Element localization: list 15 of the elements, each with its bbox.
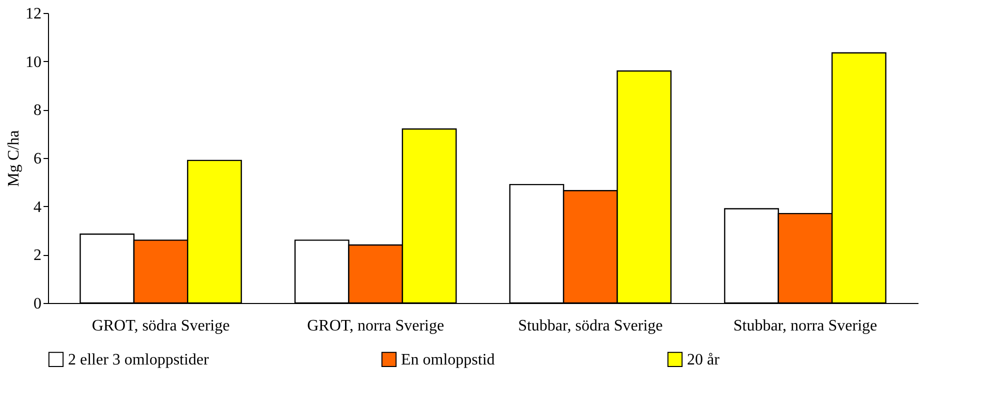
y-tick-label: 2 — [34, 247, 42, 264]
legend-label: 2 eller 3 omloppstider — [68, 351, 210, 368]
y-tick-label: 4 — [34, 198, 42, 216]
y-tick-label: 6 — [34, 150, 42, 168]
y-tick-label: 8 — [34, 102, 42, 120]
x-tick-label: GROT, södra Sverige — [92, 318, 230, 334]
legend-label: 20 år — [687, 351, 720, 368]
y-tick-label: 12 — [26, 6, 42, 22]
x-tick-label: Stubbar, södra Sverige — [518, 318, 663, 334]
y-axis-title: Mg C/ha — [6, 130, 22, 187]
y-tick-label: 10 — [26, 54, 42, 71]
y-tick-label: 0 — [34, 296, 42, 312]
x-tick-label: GROT, norra Sverige — [307, 318, 444, 334]
x-tick-label: Stubbar, norra Sverige — [733, 318, 878, 334]
legend-label: En omloppstid — [401, 351, 495, 368]
